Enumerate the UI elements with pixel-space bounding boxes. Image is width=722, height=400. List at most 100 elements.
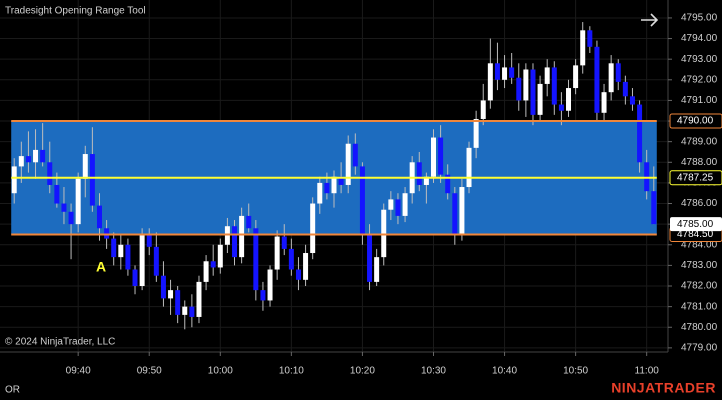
candle-body xyxy=(580,30,586,66)
candle-body xyxy=(267,269,273,301)
y-tick-label: 4791.00 xyxy=(681,95,718,106)
candle-body xyxy=(132,269,138,287)
candle-body xyxy=(196,281,202,317)
candle-body xyxy=(11,166,17,194)
candle-body xyxy=(459,187,465,235)
x-tick-label: 09:40 xyxy=(66,366,91,377)
candle-body xyxy=(395,199,401,216)
candle-body xyxy=(338,176,344,185)
annotation: A xyxy=(96,259,106,275)
level-label-box xyxy=(669,113,722,129)
candle-body xyxy=(25,156,31,163)
candle-body xyxy=(608,63,614,93)
candle-body xyxy=(253,228,259,291)
candle-body xyxy=(331,176,337,194)
candle-body xyxy=(416,162,422,185)
brand-logo: NINJATRADER xyxy=(611,380,716,396)
x-tick-label: 10:20 xyxy=(350,366,375,377)
candle-body xyxy=(452,193,458,235)
candle-body xyxy=(104,228,110,239)
candle-body xyxy=(494,63,500,80)
candle-body xyxy=(566,88,572,111)
candle-body xyxy=(352,143,358,167)
candle-body xyxy=(274,236,280,270)
candle-body xyxy=(367,234,373,282)
candle-body xyxy=(281,236,287,249)
candle-body xyxy=(594,46,600,113)
x-tick-label: 10:40 xyxy=(492,366,517,377)
y-tick-label: 4788.00 xyxy=(681,157,718,168)
candle-body xyxy=(637,104,643,163)
candle-body xyxy=(381,209,387,258)
expand-icon[interactable] xyxy=(641,13,659,27)
candle-body xyxy=(430,137,436,177)
candle-body xyxy=(54,184,60,204)
level-label: 4787.25 xyxy=(677,172,714,183)
candle-body xyxy=(18,156,24,167)
y-tick-label: 4782.00 xyxy=(681,281,718,292)
candle-body xyxy=(217,244,223,268)
candle-body xyxy=(40,149,46,163)
candle-body xyxy=(189,306,195,317)
candle-body xyxy=(345,143,351,185)
y-tick-label: 4793.00 xyxy=(681,54,718,65)
candle-body xyxy=(224,226,230,245)
x-tick-label: 10:00 xyxy=(208,366,233,377)
candle-body xyxy=(146,234,152,247)
x-tick-label: 10:50 xyxy=(563,366,588,377)
candle-body xyxy=(295,269,301,280)
candle-body xyxy=(303,253,309,280)
candle-body xyxy=(502,67,508,80)
candle-body xyxy=(388,199,394,210)
y-tick-label: 4786.00 xyxy=(681,198,718,209)
candle-body xyxy=(82,154,88,179)
candle-body xyxy=(438,137,444,175)
last-price-box xyxy=(670,217,722,232)
y-tick-label: 4783.00 xyxy=(681,260,718,271)
y-tick-label: 4794.00 xyxy=(681,33,718,44)
candle-body xyxy=(651,191,657,225)
candle-body xyxy=(47,162,53,185)
candle-body xyxy=(182,306,188,315)
y-tick-label: 4795.00 xyxy=(681,13,718,24)
candle-body xyxy=(644,162,650,192)
level-label: 4784.50 xyxy=(677,229,714,240)
candle-body xyxy=(629,96,635,105)
copyright: © 2024 NinjaTrader, LLC xyxy=(5,337,115,348)
candle-body xyxy=(480,100,486,119)
candle-body xyxy=(359,166,365,235)
y-tick-label: 4779.00 xyxy=(681,343,718,354)
candle-body xyxy=(168,290,174,299)
y-tick-label: 4789.00 xyxy=(681,136,718,147)
candle-body xyxy=(423,176,429,185)
candle-body xyxy=(111,238,117,258)
footer-label: OR xyxy=(5,385,20,396)
candle-body xyxy=(615,63,621,82)
candle-body xyxy=(466,147,472,188)
candle-body xyxy=(68,211,74,225)
candle-body xyxy=(402,193,408,216)
candle-body xyxy=(551,67,557,105)
candle-body xyxy=(523,69,529,101)
candle-body xyxy=(139,234,145,287)
level-label-box xyxy=(669,170,722,186)
x-tick-label: 09:50 xyxy=(137,366,162,377)
candle-body xyxy=(175,290,181,315)
candle-body xyxy=(61,203,67,212)
candle-body xyxy=(530,69,536,115)
candle-body xyxy=(96,205,102,229)
candle-body xyxy=(246,215,252,229)
chart-title: Tradesight Opening Range Tool xyxy=(5,6,146,17)
candle-body xyxy=(260,290,266,301)
candle-body xyxy=(89,154,95,206)
candle-body xyxy=(125,244,131,270)
candle-body xyxy=(374,257,380,282)
candle-body xyxy=(573,65,579,89)
candle-body xyxy=(487,63,493,101)
candle-body xyxy=(509,67,515,78)
candle-body xyxy=(324,182,330,194)
candle-body xyxy=(601,92,607,113)
candle-body xyxy=(239,215,245,258)
y-tick-label: 4780.00 xyxy=(681,322,718,333)
